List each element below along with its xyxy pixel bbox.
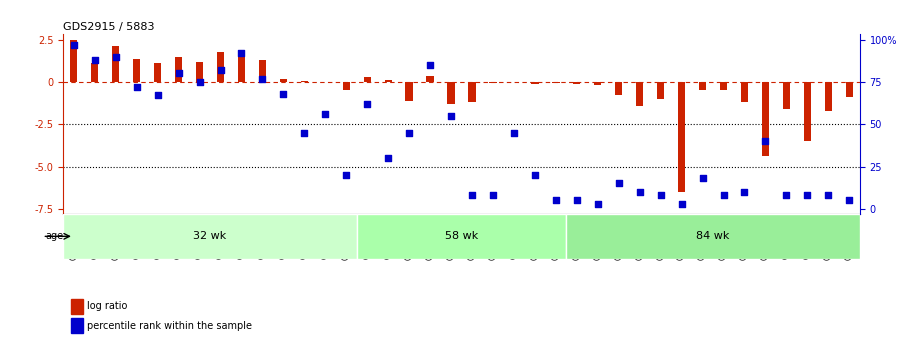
- Point: [465, 193, 480, 198]
- Point: [548, 198, 563, 203]
- Bar: [71, 318, 83, 333]
- Point: [423, 62, 437, 68]
- Bar: [343, 82, 350, 90]
- Point: [129, 84, 144, 90]
- Point: [653, 193, 668, 198]
- Bar: [804, 82, 811, 141]
- Text: age: age: [45, 231, 63, 241]
- Bar: [259, 60, 266, 82]
- Bar: [657, 82, 664, 99]
- Point: [67, 42, 81, 47]
- Bar: [719, 82, 728, 90]
- Bar: [300, 81, 308, 82]
- Text: log ratio: log ratio: [87, 302, 128, 312]
- Point: [443, 113, 458, 118]
- Bar: [280, 79, 287, 82]
- Bar: [385, 80, 392, 82]
- Bar: [71, 40, 78, 82]
- Bar: [615, 82, 623, 96]
- Point: [758, 138, 773, 144]
- Bar: [699, 82, 706, 90]
- Bar: [678, 82, 685, 192]
- Point: [716, 193, 730, 198]
- Point: [738, 189, 752, 195]
- FancyBboxPatch shape: [63, 214, 357, 259]
- Bar: [531, 82, 538, 83]
- Point: [339, 172, 354, 178]
- Text: 32 wk: 32 wk: [194, 231, 226, 241]
- Point: [276, 91, 291, 97]
- Point: [109, 54, 123, 59]
- Point: [193, 79, 207, 85]
- Bar: [552, 82, 559, 83]
- Bar: [154, 63, 161, 82]
- Bar: [490, 82, 497, 83]
- Bar: [195, 62, 204, 82]
- Bar: [636, 82, 643, 106]
- Point: [255, 76, 270, 81]
- Point: [381, 155, 395, 161]
- Point: [507, 130, 521, 136]
- Bar: [405, 82, 413, 100]
- Bar: [71, 299, 83, 314]
- Point: [842, 198, 856, 203]
- Point: [402, 130, 416, 136]
- Bar: [824, 82, 832, 111]
- Bar: [217, 52, 224, 82]
- Bar: [783, 82, 790, 109]
- Bar: [594, 82, 602, 85]
- Point: [171, 71, 186, 76]
- Point: [800, 193, 814, 198]
- Text: percentile rank within the sample: percentile rank within the sample: [87, 321, 252, 331]
- Point: [150, 93, 165, 98]
- Point: [591, 201, 605, 207]
- Point: [633, 189, 647, 195]
- Text: GDS2915 / 5883: GDS2915 / 5883: [63, 22, 155, 32]
- Point: [318, 111, 332, 117]
- Point: [214, 67, 228, 73]
- Bar: [238, 57, 245, 82]
- Point: [297, 130, 311, 136]
- Bar: [364, 77, 371, 82]
- FancyBboxPatch shape: [567, 214, 860, 259]
- Bar: [447, 82, 454, 104]
- Point: [88, 57, 102, 63]
- Point: [234, 50, 249, 56]
- Point: [674, 201, 689, 207]
- Bar: [175, 57, 182, 82]
- Point: [360, 101, 375, 107]
- Bar: [469, 82, 476, 102]
- Bar: [741, 82, 748, 102]
- Point: [821, 193, 835, 198]
- Bar: [91, 63, 99, 82]
- Point: [486, 193, 500, 198]
- FancyBboxPatch shape: [357, 214, 567, 259]
- Bar: [112, 46, 119, 82]
- Point: [779, 193, 794, 198]
- Text: 84 wk: 84 wk: [696, 231, 729, 241]
- Bar: [845, 82, 853, 97]
- Bar: [573, 82, 580, 83]
- Bar: [133, 59, 140, 82]
- Text: 58 wk: 58 wk: [445, 231, 478, 241]
- Bar: [762, 82, 769, 156]
- Point: [528, 172, 542, 178]
- Point: [612, 181, 626, 186]
- Point: [569, 198, 584, 203]
- Point: [695, 176, 710, 181]
- Bar: [426, 76, 433, 82]
